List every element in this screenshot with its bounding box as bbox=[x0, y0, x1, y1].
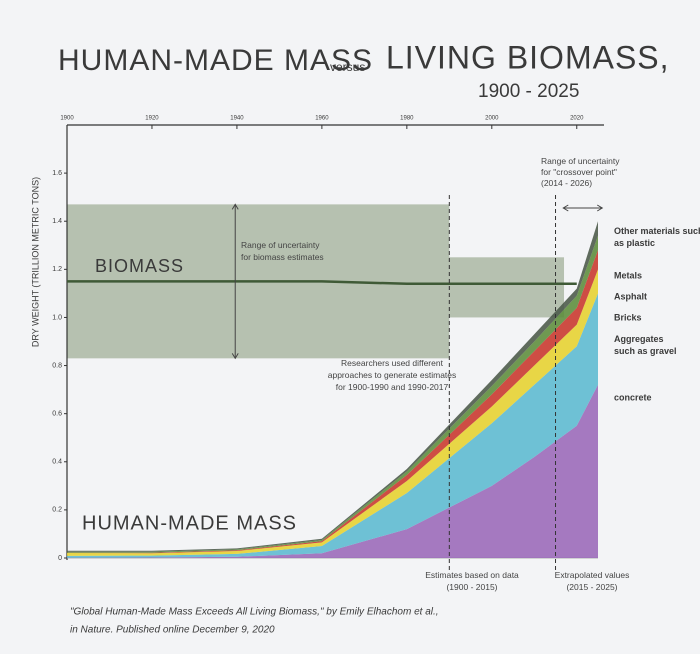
annotation-line: (2014 - 2026) bbox=[541, 178, 592, 188]
biomass-line bbox=[67, 280, 577, 286]
legend-entry: concrete bbox=[614, 392, 652, 402]
source-note: in Nature. Published online December 9, … bbox=[70, 625, 275, 636]
legend-entry: Metals bbox=[614, 270, 642, 280]
annotation-line: approaches to generate estimates bbox=[328, 370, 457, 380]
annotation-line: for 1900-1990 and 1990-2017 bbox=[336, 382, 449, 392]
annotation-line: (2015 - 2025) bbox=[566, 582, 617, 592]
y-tick-label: 1.4 bbox=[52, 218, 62, 225]
annotation: Estimates based on data (1900 - 2015) bbox=[425, 570, 519, 592]
annotation-line: (1900 - 2015) bbox=[446, 582, 497, 592]
y-tick-label: 0.2 bbox=[52, 507, 62, 514]
y-tick-label: 1.0 bbox=[52, 314, 62, 321]
biomass-range bbox=[449, 257, 565, 318]
annotation: Range of uncertainty for biomass estimate… bbox=[241, 240, 324, 262]
y-tick-label: 0.8 bbox=[52, 362, 62, 369]
biomass-label: BIOMASS bbox=[95, 256, 184, 276]
y-tick-label: 1.6 bbox=[52, 170, 62, 177]
x-tick-label: 1900 bbox=[60, 116, 74, 122]
annotation-line: Extrapolated values bbox=[555, 570, 630, 580]
legend-entry: Asphalt bbox=[614, 291, 647, 301]
annotation-line: Researchers used different bbox=[341, 358, 444, 368]
title-left: HUMAN-MADE MASS bbox=[58, 44, 373, 77]
annotation: Range of uncertainty for "crossover point… bbox=[541, 156, 620, 188]
area bbox=[67, 250, 598, 554]
x-tick-label: 1960 bbox=[315, 116, 329, 122]
x-tick-label: 1920 bbox=[145, 116, 159, 122]
area bbox=[67, 384, 598, 558]
annotation-line: for biomass estimates bbox=[241, 252, 324, 262]
legend-entry: Bricks bbox=[614, 312, 642, 322]
x-tick-label: 1940 bbox=[230, 116, 244, 122]
source-note: "Global Human-Made Mass Exceeds All Livi… bbox=[70, 607, 439, 618]
arrow-head bbox=[231, 203, 239, 360]
x-tick-label: 2020 bbox=[570, 116, 584, 122]
legend-entry: Other materials such as plastic bbox=[614, 226, 700, 248]
annotation-line: Range of uncertainty bbox=[241, 240, 320, 250]
y-tick-label: 0.6 bbox=[52, 411, 62, 418]
legend-line: Aggregates bbox=[614, 334, 664, 344]
title-years: 1900 - 2025 bbox=[478, 81, 579, 102]
arrow-head bbox=[562, 204, 604, 212]
legend-line: Other materials such bbox=[614, 226, 700, 236]
y-tick-label: 1.2 bbox=[52, 266, 62, 273]
annotation-line: Range of uncertainty bbox=[541, 156, 620, 166]
y-axis-label: DRY WEIGHT (TRILLION METRIC TONS) bbox=[30, 177, 40, 347]
legend-line: such as gravel bbox=[614, 346, 677, 356]
legend-line: as plastic bbox=[614, 238, 655, 248]
annotation-line: for "crossover point" bbox=[541, 167, 617, 177]
annotation-line: Estimates based on data bbox=[425, 570, 519, 580]
annotation: HUMAN-MADE MASS bbox=[82, 512, 297, 534]
area bbox=[67, 293, 598, 558]
annotation: Extrapolated values (2015 - 2025) bbox=[555, 570, 630, 592]
x-tick-label: 1980 bbox=[400, 116, 414, 122]
area bbox=[67, 235, 598, 553]
title-right: LIVING BIOMASS, bbox=[386, 39, 670, 75]
annotation: Researchers used different approaches to … bbox=[328, 358, 457, 392]
area bbox=[67, 269, 598, 556]
y-tick-label: 0.4 bbox=[52, 459, 62, 466]
y-tick-label: 0 bbox=[58, 555, 62, 562]
legend-entry: Aggregates such as gravel bbox=[614, 334, 677, 356]
x-tick-label: 2000 bbox=[485, 116, 499, 122]
title-middle: versus bbox=[330, 60, 365, 74]
